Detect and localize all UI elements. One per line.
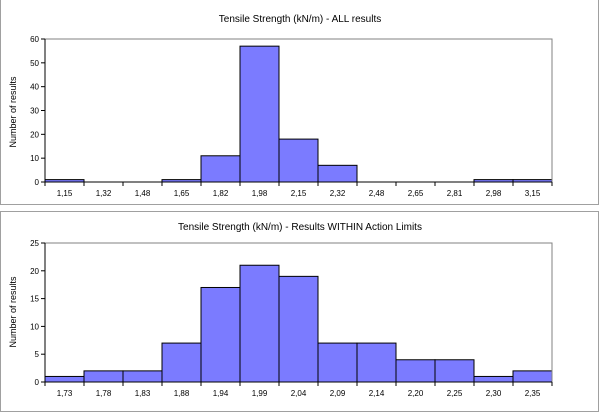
y-tick-label: 15: [30, 295, 39, 304]
x-tick-label: 2,15: [291, 189, 307, 198]
x-tick-label: 2,65: [408, 189, 424, 198]
y-tick-label: 20: [30, 267, 39, 276]
x-tick-label: 2,98: [486, 189, 502, 198]
chart-title: Tensile Strength (kN/m) - Results WITHIN…: [178, 222, 422, 233]
x-tick-label: 2,81: [447, 189, 463, 198]
x-tick-label: 1,73: [57, 389, 73, 398]
bar-2-04: [278, 275, 319, 383]
chart-title: Tensile Strength (kN/m) - ALL results: [219, 14, 381, 25]
x-tick-label: 2,30: [486, 389, 502, 398]
histogram-all-results: Tensile Strength (kN/m) - ALL results Nu…: [8, 14, 553, 198]
y-tick-label: 60: [30, 35, 39, 44]
x-tick-label: 2,35: [525, 389, 541, 398]
bar-1-88: [161, 342, 202, 383]
bar-1-78: [83, 370, 124, 383]
y-tick-label: 0: [35, 178, 40, 187]
x-tick-label: 2,32: [330, 189, 346, 198]
x-tick-label: 1,88: [174, 389, 190, 398]
y-tick-label: 20: [30, 130, 39, 139]
x-tick-label: 1,98: [252, 189, 268, 198]
x-tick-label: 2,09: [330, 389, 346, 398]
x-tick-label: 2,48: [369, 189, 385, 198]
x-tick-label: 2,25: [447, 389, 463, 398]
histogram-within-limits: Tensile Strength (kN/m) - Results WITHIN…: [8, 222, 553, 398]
panel-separator: [0, 205, 599, 211]
x-tick-label: 1,99: [252, 389, 268, 398]
bar-2-25: [434, 359, 475, 383]
x-tick-label: 2,04: [291, 389, 307, 398]
x-tick-label: 1,94: [213, 389, 229, 398]
bar-1-73: [44, 375, 85, 383]
y-axis-label: Number of results: [8, 276, 18, 348]
bar-1-99: [239, 264, 280, 383]
x-tick-label: 2,14: [369, 389, 385, 398]
x-tick-label: 1,83: [135, 389, 151, 398]
x-tick-label: 1,65: [174, 189, 190, 198]
bar-2-15: [278, 138, 319, 183]
x-tick-label: 1,15: [57, 189, 73, 198]
y-tick-label: 40: [30, 83, 39, 92]
bar-1-94: [200, 286, 241, 383]
x-tick-label: 3,15: [525, 189, 541, 198]
bar-1-83: [122, 370, 163, 383]
x-tick-label: 1,78: [96, 389, 112, 398]
x-tick-label: 2,20: [408, 389, 424, 398]
y-axis-label: Number of results: [8, 76, 18, 148]
y-tick-label: 5: [35, 350, 40, 359]
chart-panel-within-limits: Tensile Strength (kN/m) - Results WITHIN…: [0, 211, 599, 412]
x-tick-label: 1,32: [96, 189, 112, 198]
y-tick-label: 30: [30, 107, 39, 116]
chart-panel-all-results: Tensile Strength (kN/m) - ALL results Nu…: [0, 0, 599, 205]
x-tick-label: 1,48: [135, 189, 151, 198]
bar-2-32: [317, 164, 358, 183]
x-tick-label: 1,82: [213, 189, 229, 198]
bar-1-82: [200, 155, 241, 183]
y-tick-label: 10: [30, 154, 39, 163]
y-tick-label: 10: [30, 322, 39, 331]
bar-2-20: [395, 359, 436, 383]
y-tick-label: 0: [35, 378, 40, 387]
y-tick-label: 25: [30, 239, 39, 248]
bar-2-09: [317, 342, 358, 383]
bar-2-35: [512, 370, 553, 383]
bar-2-30: [473, 375, 514, 383]
bar-2-14: [356, 342, 397, 383]
bar-1-98: [239, 45, 280, 183]
y-tick-label: 50: [30, 59, 39, 68]
